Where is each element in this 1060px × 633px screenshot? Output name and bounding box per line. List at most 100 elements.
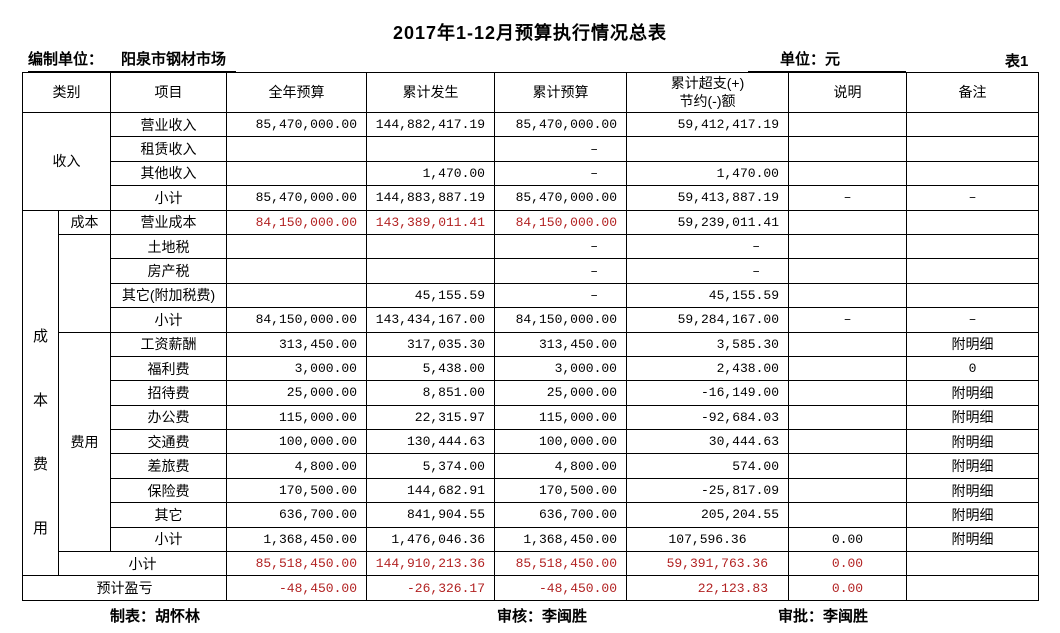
table-cell: 22,123.83 [626, 575, 789, 601]
table-cell: 成本 [58, 209, 111, 235]
approver: 审批：李闽胜 [778, 608, 869, 625]
table-cell: 附明细 [906, 526, 1039, 553]
table-cell: 144,883,887.19 [366, 185, 495, 211]
table-cell [788, 160, 907, 187]
table-cell: 其它 [110, 502, 227, 528]
table-cell: 84,150,000.00 [494, 307, 627, 333]
table-cell [906, 111, 1039, 138]
table-cell: 130,444.63 [366, 429, 495, 455]
table-cell: 85,470,000.00 [494, 111, 627, 138]
table-cell: 30,444.63 [626, 429, 789, 455]
table-cell [226, 258, 367, 284]
compile-unit-value: 阳泉市钢材市场 [121, 51, 227, 68]
table-cell: – [906, 185, 1039, 211]
table-cell: 45,155.59 [626, 282, 789, 309]
table-cell: 8,851.00 [366, 380, 495, 406]
reviewer: 审核：李闽胜 [497, 608, 588, 625]
column-header: 累计预算 [494, 72, 627, 113]
table-cell: 115,000.00 [226, 404, 367, 431]
table-cell: – [788, 307, 907, 333]
table-cell: 313,450.00 [494, 331, 627, 357]
table-row: 土地税 – – [23, 233, 1039, 333]
table-cell: 59,412,417.19 [626, 111, 789, 138]
compile-unit-label: 编制单位： [28, 51, 104, 68]
table-cell: 小计 [110, 185, 227, 211]
column-header: 累计超支(+) 节约(-)额 [626, 72, 789, 113]
table-cell: 100,000.00 [494, 429, 627, 455]
table-cell: 0.00 [788, 551, 907, 577]
table-row: 交通费 100,000.00 130,444.63 100,000.00 30,444.… [23, 429, 1039, 455]
table-cell: 附明细 [906, 429, 1039, 455]
column-header: 全年预算 [226, 72, 367, 113]
column-header: 累计发生 [366, 72, 495, 113]
table-row: 招待费 25,000.00 8,851.00 25,000.00 -16,149.00 附… [23, 380, 1039, 406]
table-cell [226, 160, 367, 187]
table-cell: 工资薪酬 [110, 331, 227, 357]
table-cell [788, 380, 907, 406]
table-header: 类别 项目 全年预算 累计发生 累计预算 累计超支(+) 节约(-)额 说明 备注 [22, 72, 1039, 113]
table-cell: – [788, 185, 907, 211]
table-row: 类别 项目 全年预算 累计发生 累计预算 累计超支(+) 节约(-)额 说明 备注 [22, 72, 1039, 113]
table-cell: – [626, 233, 789, 260]
table-cell: 170,500.00 [226, 477, 367, 504]
table-cell: 其他收入 [110, 160, 227, 187]
table-row: 福利费 3,000.00 5,438.00 3,000.00 2,438.00 0 [23, 355, 1039, 382]
table-cell [58, 233, 111, 333]
table-cell: 59,391,763.36 [626, 551, 789, 577]
table-cell: 附明细 [906, 477, 1039, 504]
table-cell: 143,434,167.00 [366, 307, 495, 333]
table-cell [226, 282, 367, 309]
preparer: 制表：胡怀林 [110, 608, 201, 625]
table-cell: 3,585.30 [626, 331, 789, 357]
table-cell: 59,413,887.19 [626, 185, 789, 211]
table-row: 房产税 – – [23, 258, 1039, 284]
table-cell: 附明细 [906, 453, 1039, 479]
table-cell: – [494, 160, 627, 187]
table-cell [906, 233, 1039, 260]
table-cell: 附明细 [906, 331, 1039, 357]
table-cell: – [906, 307, 1039, 333]
table-cell: 85,470,000.00 [494, 185, 627, 211]
table-cell [906, 258, 1039, 284]
report-title: 2017年1-12月预算执行情况总表 [392, 23, 668, 43]
table-cell: – [494, 282, 627, 309]
table-cell: -92,684.03 [626, 404, 789, 431]
table-cell: 小计 [110, 307, 227, 333]
table-cell: 交通费 [110, 429, 227, 455]
table-cell: – [494, 136, 627, 162]
table-cell: 317,035.30 [366, 331, 495, 357]
table-cell: 营业收入 [110, 111, 227, 138]
table-cell [366, 136, 495, 162]
table-cell: 85,470,000.00 [226, 111, 367, 138]
table-cell: 小计 [110, 526, 227, 553]
table-row: 其它 636,700.00 841,904.55 636,700.00 205,204.… [23, 502, 1039, 528]
table-row: 保险费 170,500.00 144,682.91 170,500.00 -25,817… [23, 477, 1039, 504]
table-row: 小计 1,368,450.00 1,476,046.36 1,368,450.00 10… [23, 526, 1039, 553]
table-cell [788, 111, 907, 138]
table-cell: 2,438.00 [626, 355, 789, 382]
table-cell: 0.00 [788, 526, 907, 553]
table-cell: 5,438.00 [366, 355, 495, 382]
table-cell: 84,150,000.00 [226, 209, 367, 235]
column-header: 备注 [906, 72, 1039, 113]
table-row: 小计 84,150,000.00 143,434,167.00 84,150,000.… [23, 307, 1039, 333]
table-cell: 143,389,011.41 [366, 209, 495, 235]
unit-of-measure: 单位：元 [748, 48, 906, 73]
table-cell: 313,450.00 [226, 331, 367, 357]
table-cell: 170,500.00 [494, 477, 627, 504]
table-cell: – [626, 258, 789, 284]
column-header: 项目 [110, 72, 227, 113]
table-cell: 附明细 [906, 502, 1039, 528]
table-cell [788, 429, 907, 455]
table-cell: 144,682.91 [366, 477, 495, 504]
column-header: 类别 [22, 72, 111, 113]
table-cell [906, 209, 1039, 235]
table-cell [906, 575, 1039, 601]
sheet-number: 表1 [1005, 53, 1029, 70]
table-cell: 福利费 [110, 355, 227, 382]
table-cell: 25,000.00 [226, 380, 367, 406]
table-cell: 房产税 [110, 258, 227, 284]
table-cell: 85,518,450.00 [226, 551, 367, 577]
table-cell [788, 233, 907, 260]
table-row: 小计 85,470,000.00 144,883,887.19 85,470,000.… [23, 185, 1039, 211]
